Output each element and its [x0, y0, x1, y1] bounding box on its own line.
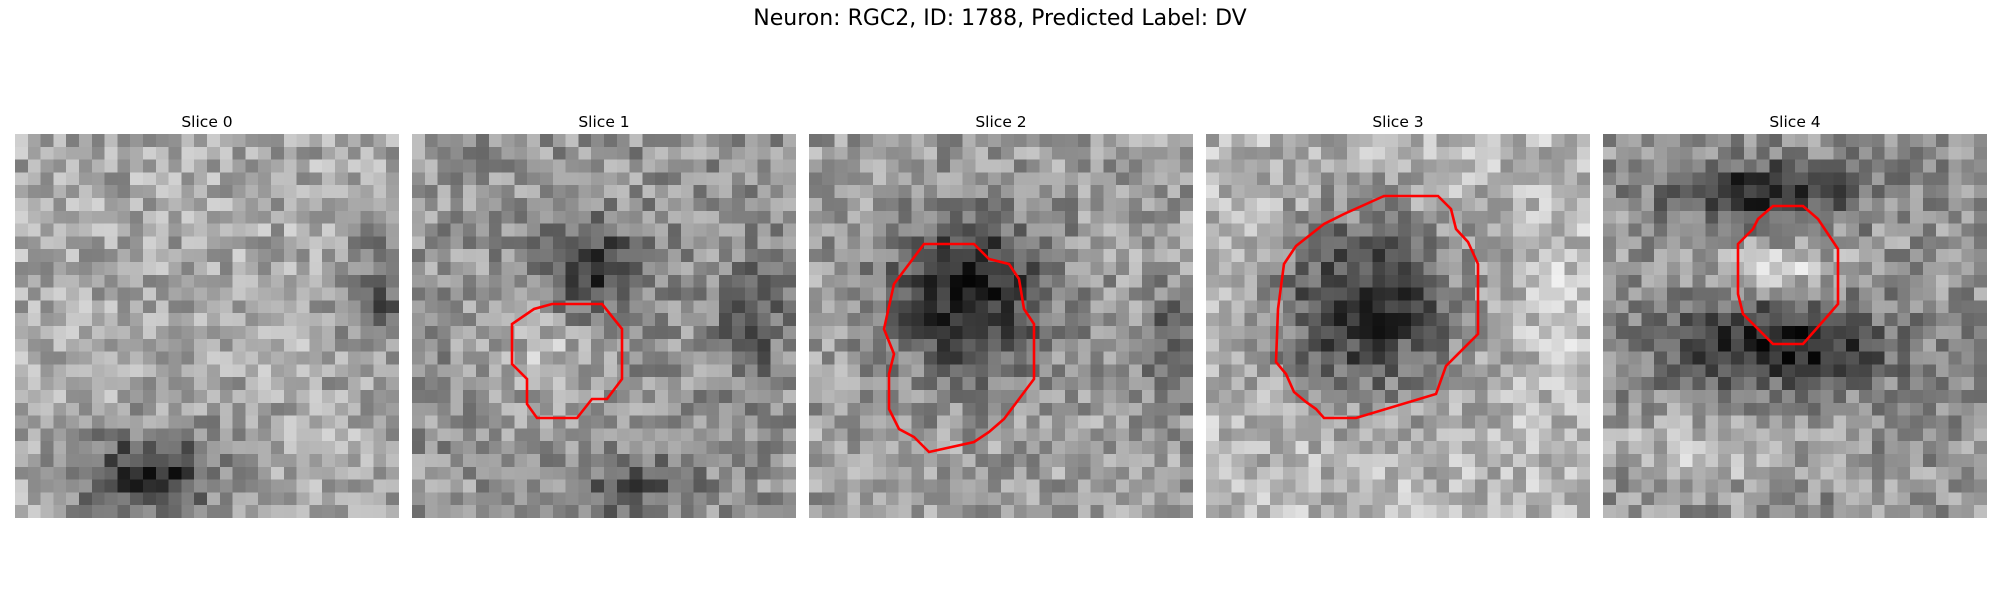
- slice-1-overlay: [510, 302, 624, 420]
- slice-panel-0: Slice 0: [15, 110, 399, 518]
- slice-panel-2: Slice 2: [809, 110, 1193, 518]
- slice-image-3: [1206, 134, 1590, 518]
- slice-title-2: Slice 2: [975, 113, 1027, 131]
- slice-2-pixels: [809, 134, 1193, 518]
- slice-3-pixels: [1206, 134, 1590, 518]
- slice-4-contour: [1736, 204, 1840, 346]
- slice-panel-1: Slice 1: [412, 110, 796, 518]
- slice-image-0: [15, 134, 399, 518]
- slice-title-4: Slice 4: [1769, 113, 1821, 131]
- slice-3-contour: [1274, 194, 1480, 420]
- slice-panel-4: Slice 4: [1603, 110, 1987, 518]
- slice-1-pixels: [412, 134, 796, 518]
- slice-image-2: [809, 134, 1193, 518]
- slice-0-pixels: [15, 134, 399, 518]
- slice-image-4: [1603, 134, 1987, 518]
- slice-3-overlay: [1274, 194, 1480, 420]
- slice-1-contour: [510, 302, 624, 420]
- slice-title-0: Slice 0: [181, 113, 233, 131]
- slice-4-overlay: [1736, 204, 1840, 346]
- slice-2-contour: [882, 242, 1036, 454]
- slice-title-1: Slice 1: [578, 113, 630, 131]
- slice-title-3: Slice 3: [1372, 113, 1424, 131]
- slice-image-1: [412, 134, 796, 518]
- slice-2-overlay: [882, 242, 1036, 454]
- slice-4-pixels: [1603, 134, 1987, 518]
- slice-0-overlay: [15, 134, 399, 518]
- figure-title: Neuron: RGC2, ID: 1788, Predicted Label:…: [753, 6, 1247, 31]
- slice-panel-3: Slice 3: [1206, 110, 1590, 518]
